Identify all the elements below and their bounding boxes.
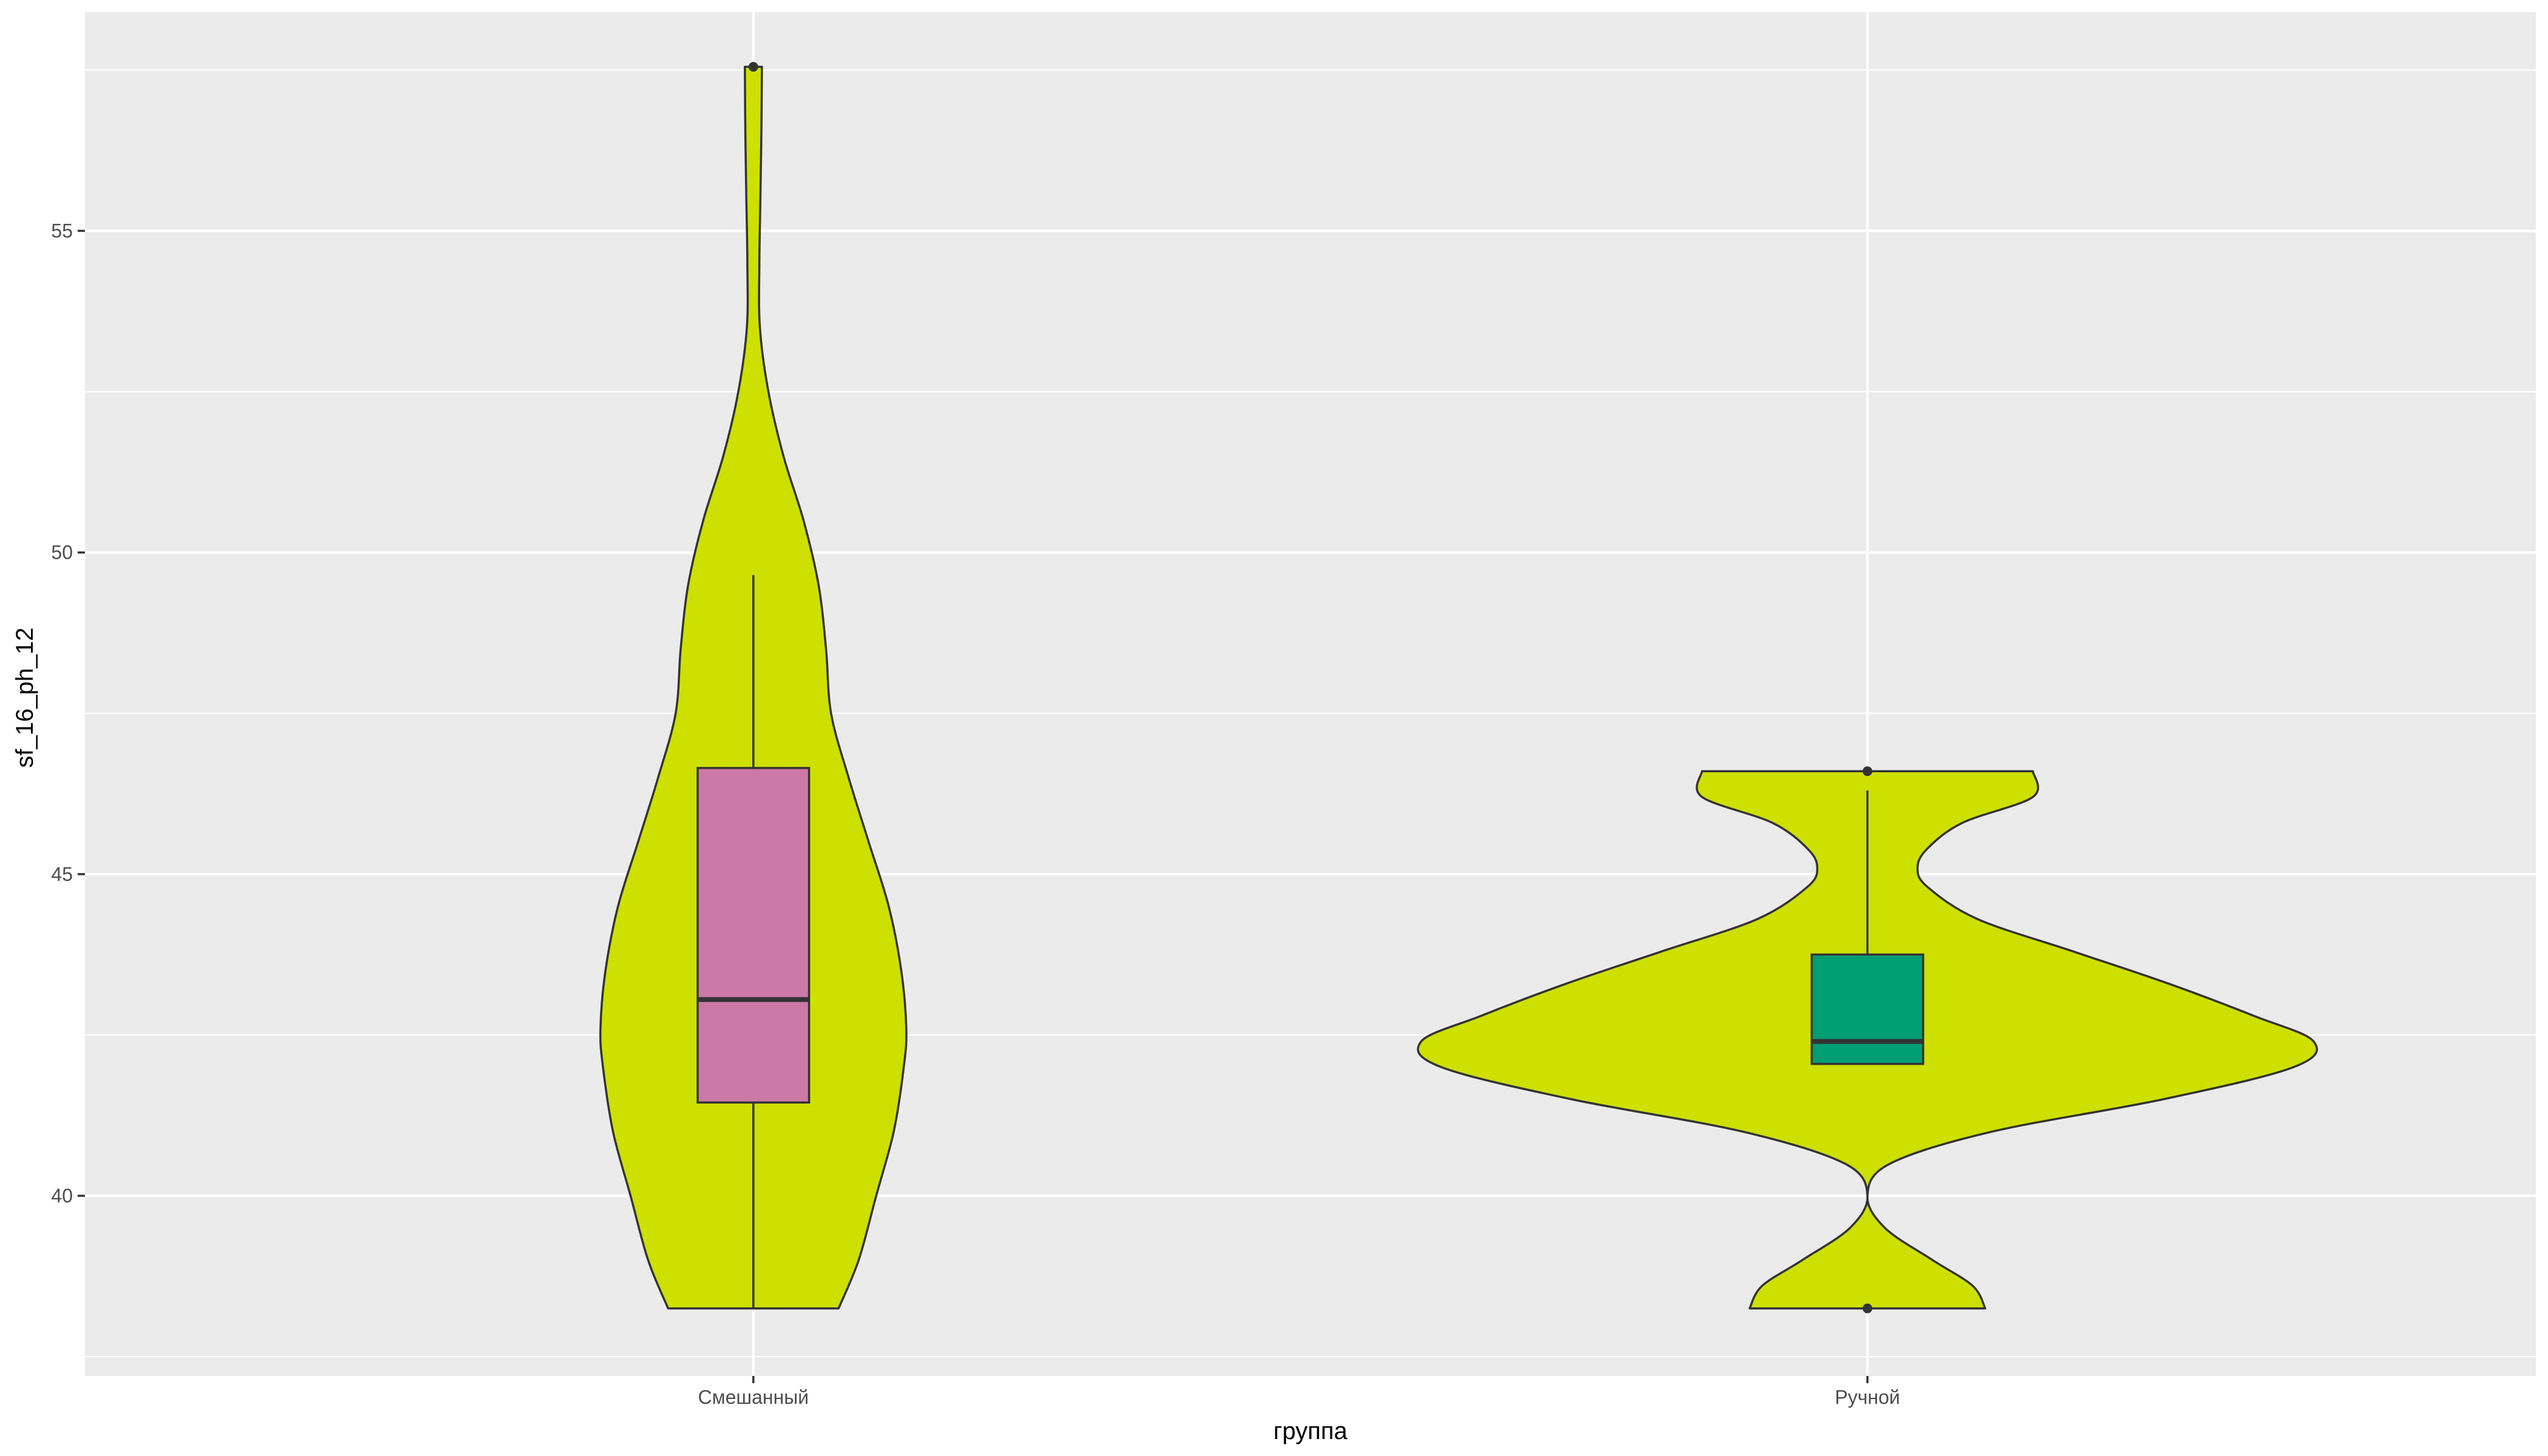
- y-tick-label: 55: [51, 220, 73, 242]
- x-tick-label: Смешанный: [698, 1386, 809, 1408]
- y-tick-label: 45: [51, 863, 73, 885]
- y-tick-label: 40: [51, 1185, 73, 1207]
- plot-panel: [85, 12, 2536, 1376]
- x-tick-label: Ручной: [1835, 1386, 1900, 1408]
- y-axis-title: sf_16_ph_12: [12, 627, 38, 767]
- box-iqr: [698, 768, 809, 1102]
- y-tick-label: 50: [51, 542, 73, 564]
- box-iqr: [1812, 954, 1923, 1063]
- outlier-point: [1862, 766, 1872, 776]
- y-axis: 40 45 50 55: [51, 220, 85, 1207]
- outlier-point: [1862, 1304, 1872, 1313]
- outlier-point: [749, 62, 758, 72]
- x-axis-title: группа: [1273, 1418, 1348, 1444]
- x-axis: Смешанный Ручной: [698, 1376, 1900, 1408]
